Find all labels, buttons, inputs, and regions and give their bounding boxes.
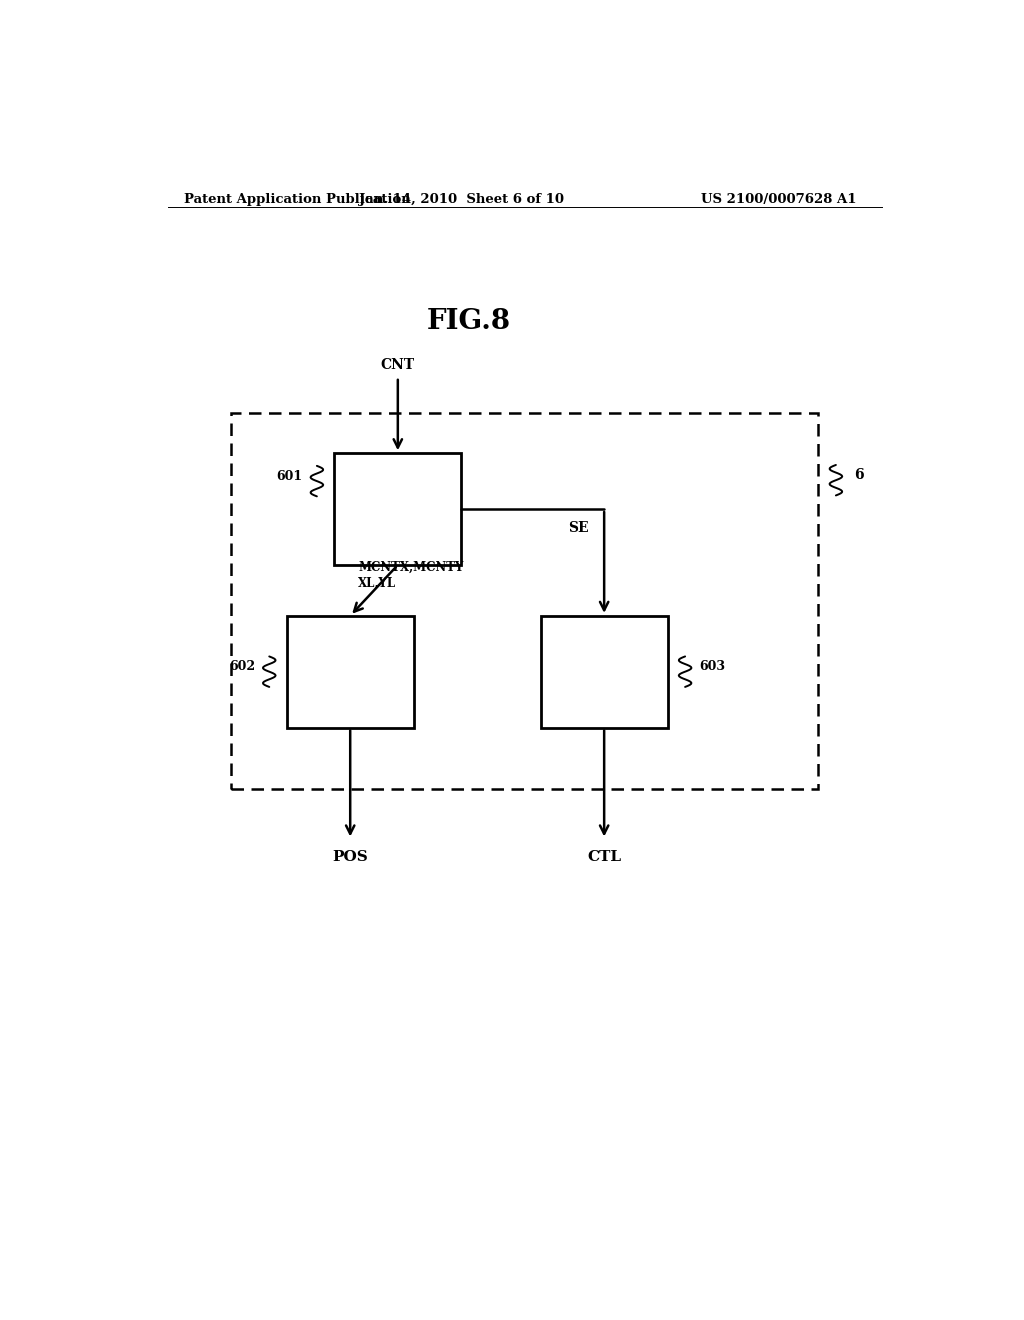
Text: 602: 602 (228, 660, 255, 673)
Text: Patent Application Publication: Patent Application Publication (183, 193, 411, 206)
Text: 601: 601 (276, 470, 303, 483)
Text: SE: SE (567, 521, 588, 535)
Text: CTL: CTL (587, 850, 622, 863)
Text: Jan. 14, 2010  Sheet 6 of 10: Jan. 14, 2010 Sheet 6 of 10 (358, 193, 564, 206)
Text: 603: 603 (699, 660, 725, 673)
Bar (334, 453, 461, 565)
Text: FIG.8: FIG.8 (427, 308, 511, 334)
Bar (231, 412, 818, 788)
Bar (287, 615, 414, 727)
Bar (541, 615, 668, 727)
Text: CNT: CNT (381, 358, 415, 372)
Text: POS: POS (333, 850, 368, 863)
Text: MCNTX,MCNTY
XL,YL: MCNTX,MCNTY XL,YL (358, 561, 464, 590)
Text: US 2100/0007628 A1: US 2100/0007628 A1 (701, 193, 856, 206)
Text: 6: 6 (854, 469, 864, 482)
